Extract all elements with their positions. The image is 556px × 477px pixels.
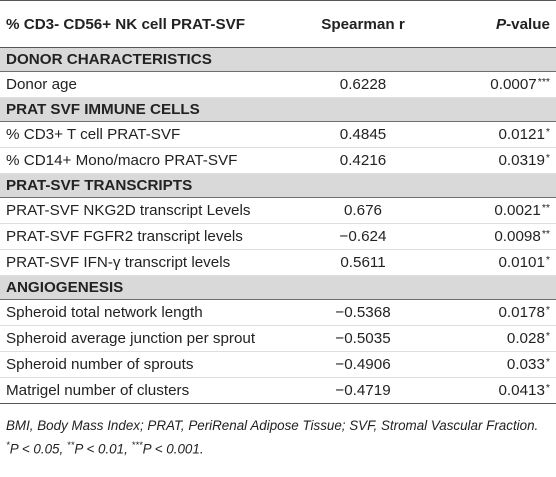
header-p-value: P-value <box>426 0 556 48</box>
row-label: % CD3+ T cell PRAT-SVF <box>0 121 300 148</box>
p-value: 0.0178 <box>498 304 545 321</box>
p-value: 0.0121 <box>498 126 545 143</box>
correlation-table: % CD3- CD56+ NK cell PRAT-SVF Spearman r… <box>0 0 556 404</box>
significance-stars: * <box>545 382 550 394</box>
spearman-r-value: −0.4719 <box>300 377 426 404</box>
footnote-star-3: *** <box>131 440 143 451</box>
table-row: PRAT-SVF NKG2D transcript Levels 0.676 0.0… <box>0 197 556 224</box>
spearman-r-value: 0.4216 <box>300 147 426 174</box>
table-header-row: % CD3- CD56+ NK cell PRAT-SVF Spearman r… <box>0 0 556 48</box>
section-title: ANGIOGENESIS <box>0 275 556 300</box>
spearman-r-value: 0.5611 <box>300 249 426 276</box>
section-title: PRAT SVF IMMUNE CELLS <box>0 97 556 122</box>
row-label: Spheroid total network length <box>0 299 300 326</box>
p-value: 0.0413 <box>498 382 545 399</box>
row-label: % CD14+ Mono/macro PRAT-SVF <box>0 147 300 174</box>
p-value-cell: 0.0178* <box>426 299 556 326</box>
p-value-cell: 0.0413* <box>426 377 556 404</box>
p-value: 0.0098 <box>494 228 541 245</box>
p-value: 0.0319 <box>498 152 545 169</box>
spearman-r-value: −0.624 <box>300 223 426 250</box>
spearman-r-value: 0.676 <box>300 197 426 224</box>
table-row: Donor age 0.6228 0.0007*** <box>0 71 556 98</box>
row-label: PRAT-SVF FGFR2 transcript levels <box>0 223 300 250</box>
footnote-star-1: * <box>6 440 10 451</box>
row-label: Spheroid average junction per sprout <box>0 325 300 352</box>
footnote-star-2: ** <box>66 440 75 451</box>
header-variable: % CD3- CD56+ NK cell PRAT-SVF <box>0 0 300 48</box>
significance-stars: * <box>545 304 550 316</box>
table-row: % CD14+ Mono/macro PRAT-SVF 0.4216 0.0319* <box>0 147 556 174</box>
table-row: Spheroid total network length −0.5368 0.01… <box>0 299 556 326</box>
table-footnote: BMI, Body Mass Index; PRAT, PeriRenal Ad… <box>0 404 556 459</box>
p-value: 0.0007 <box>490 76 537 93</box>
p-value-cell: 0.0319* <box>426 147 556 174</box>
row-label: Donor age <box>0 71 300 98</box>
spearman-r-value: −0.4906 <box>300 351 426 378</box>
spearman-r-value: −0.5368 <box>300 299 426 326</box>
table-body: DONOR CHARACTERISTICS Donor age 0.6228 0.00… <box>0 47 556 404</box>
significance-stars: * <box>545 254 550 266</box>
significance-stars: * <box>545 152 550 164</box>
significance-stars: *** <box>537 76 550 88</box>
p-value-cell: 0.0021** <box>426 197 556 224</box>
table-row: PRAT-SVF FGFR2 transcript levels −0.624 0.… <box>0 223 556 250</box>
footnote-sig-1: P < 0.05, <box>9 441 67 457</box>
p-value: 0.0021 <box>494 202 541 219</box>
footnote-sig-3: P < 0.001. <box>142 441 204 457</box>
p-value-cell: 0.033* <box>426 351 556 378</box>
significance-stars: * <box>545 330 550 342</box>
table-container: % CD3- CD56+ NK cell PRAT-SVF Spearman r… <box>0 0 556 459</box>
p-value-cell: 0.0121* <box>426 121 556 148</box>
p-value: 0.033 <box>506 356 545 373</box>
p-value: 0.0101 <box>498 254 545 271</box>
spearman-r-value: −0.5035 <box>300 325 426 352</box>
spearman-r-value: 0.4845 <box>300 121 426 148</box>
table-row: % CD3+ T cell PRAT-SVF 0.4845 0.0121* <box>0 121 556 148</box>
p-value-cell: 0.0101* <box>426 249 556 276</box>
section-row: PRAT SVF IMMUNE CELLS <box>0 97 556 122</box>
section-row: PRAT-SVF TRANSCRIPTS <box>0 173 556 198</box>
significance-stars: ** <box>541 228 550 240</box>
header-spearman-r: Spearman r <box>300 0 426 48</box>
section-row: ANGIOGENESIS <box>0 275 556 300</box>
footnote-abbreviations: BMI, Body Mass Index; PRAT, PeriRenal Ad… <box>6 418 539 433</box>
p-value: 0.028 <box>506 330 545 347</box>
row-label: PRAT-SVF IFN-γ transcript levels <box>0 249 300 276</box>
significance-stars: * <box>545 356 550 368</box>
row-label: Spheroid number of sprouts <box>0 351 300 378</box>
row-label: PRAT-SVF NKG2D transcript Levels <box>0 197 300 224</box>
p-value-cell: 0.0098** <box>426 223 556 250</box>
table-row: Spheroid number of sprouts −0.4906 0.033* <box>0 351 556 378</box>
significance-stars: ** <box>541 202 550 214</box>
header-p-suffix: -value <box>506 15 550 33</box>
footnote-sig-2: P < 0.01, <box>74 441 132 457</box>
header-p-italic: P <box>495 15 507 33</box>
section-title: PRAT-SVF TRANSCRIPTS <box>0 173 556 198</box>
row-label: Matrigel number of clusters <box>0 377 300 404</box>
section-title: DONOR CHARACTERISTICS <box>0 47 556 72</box>
p-value-cell: 0.0007*** <box>426 71 556 98</box>
spearman-r-value: 0.6228 <box>300 71 426 98</box>
footnote-significance: *P < 0.05, **P < 0.01, ***P < 0.001. <box>6 436 550 459</box>
table-row: Matrigel number of clusters −0.4719 0.0413… <box>0 377 556 404</box>
table-row: PRAT-SVF IFN-γ transcript levels 0.5611 0.… <box>0 249 556 276</box>
section-row: DONOR CHARACTERISTICS <box>0 47 556 72</box>
p-value-cell: 0.028* <box>426 325 556 352</box>
significance-stars: * <box>545 126 550 138</box>
table-row: Spheroid average junction per sprout −0.5… <box>0 325 556 352</box>
